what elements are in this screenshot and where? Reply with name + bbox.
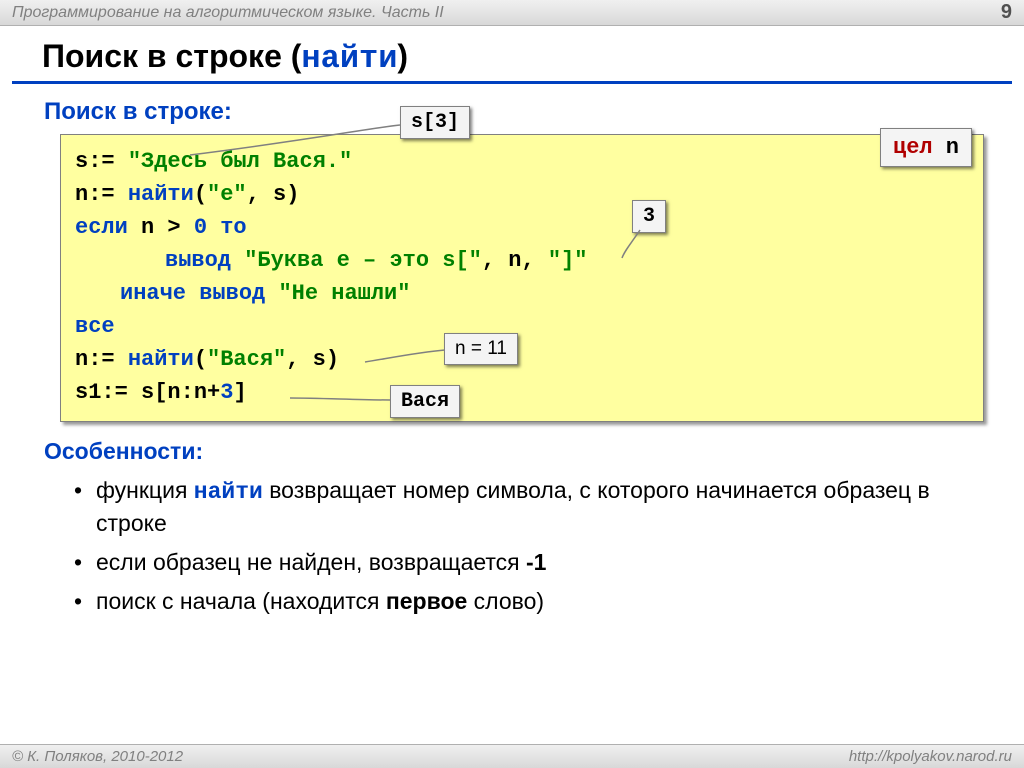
code-box: s:= "Здесь был Вася." n:= найти("е", s) … xyxy=(60,134,984,422)
code-line-6: все xyxy=(75,310,969,343)
title-keyword: найти xyxy=(301,40,397,77)
copyright: © К. Поляков, 2010-2012 xyxy=(12,748,183,765)
feature-item-3: поиск с начала (находится первое слово) xyxy=(74,586,984,617)
callout-vasya: Вася xyxy=(390,385,460,418)
callout-s3: s[3] xyxy=(400,106,470,139)
features-label: Особенности: xyxy=(44,436,984,467)
header-bar: Программирование на алгоритмическом язык… xyxy=(0,0,1024,26)
footer-bar: © К. Поляков, 2010-2012 http://kpolyakov… xyxy=(0,744,1024,768)
code-line-3: если n > 0 то xyxy=(75,211,969,244)
code-line-8: s1:= s[n:n+3] xyxy=(75,376,969,409)
callout-three: 3 xyxy=(632,200,666,233)
code-line-5: иначе вывод "Не нашли" xyxy=(75,277,969,310)
section-label: Поиск в строке: xyxy=(0,94,1024,134)
code-line-7: n:= найти("Вася", s) xyxy=(75,343,969,376)
code-line-1: s:= "Здесь был Вася." xyxy=(75,145,969,178)
feature-item-2: если образец не найден, возвращается -1 xyxy=(74,547,984,578)
page-title: Поиск в строке (найти) xyxy=(12,26,1012,84)
callout-decl: цел n xyxy=(880,128,972,167)
breadcrumb: Программирование на алгоритмическом язык… xyxy=(12,4,444,22)
page-number: 9 xyxy=(1001,1,1012,24)
footer-url: http://kpolyakov.narod.ru xyxy=(849,748,1012,765)
callout-n11: n = 11 xyxy=(444,333,518,365)
code-line-4: вывод "Буква е – это s[", n, "]" xyxy=(75,244,969,277)
code-line-2: n:= найти("е", s) xyxy=(75,178,969,211)
features-section: Особенности: функция найти возвращает но… xyxy=(0,422,1024,617)
feature-item-1: функция найти возвращает номер символа, … xyxy=(74,475,984,539)
